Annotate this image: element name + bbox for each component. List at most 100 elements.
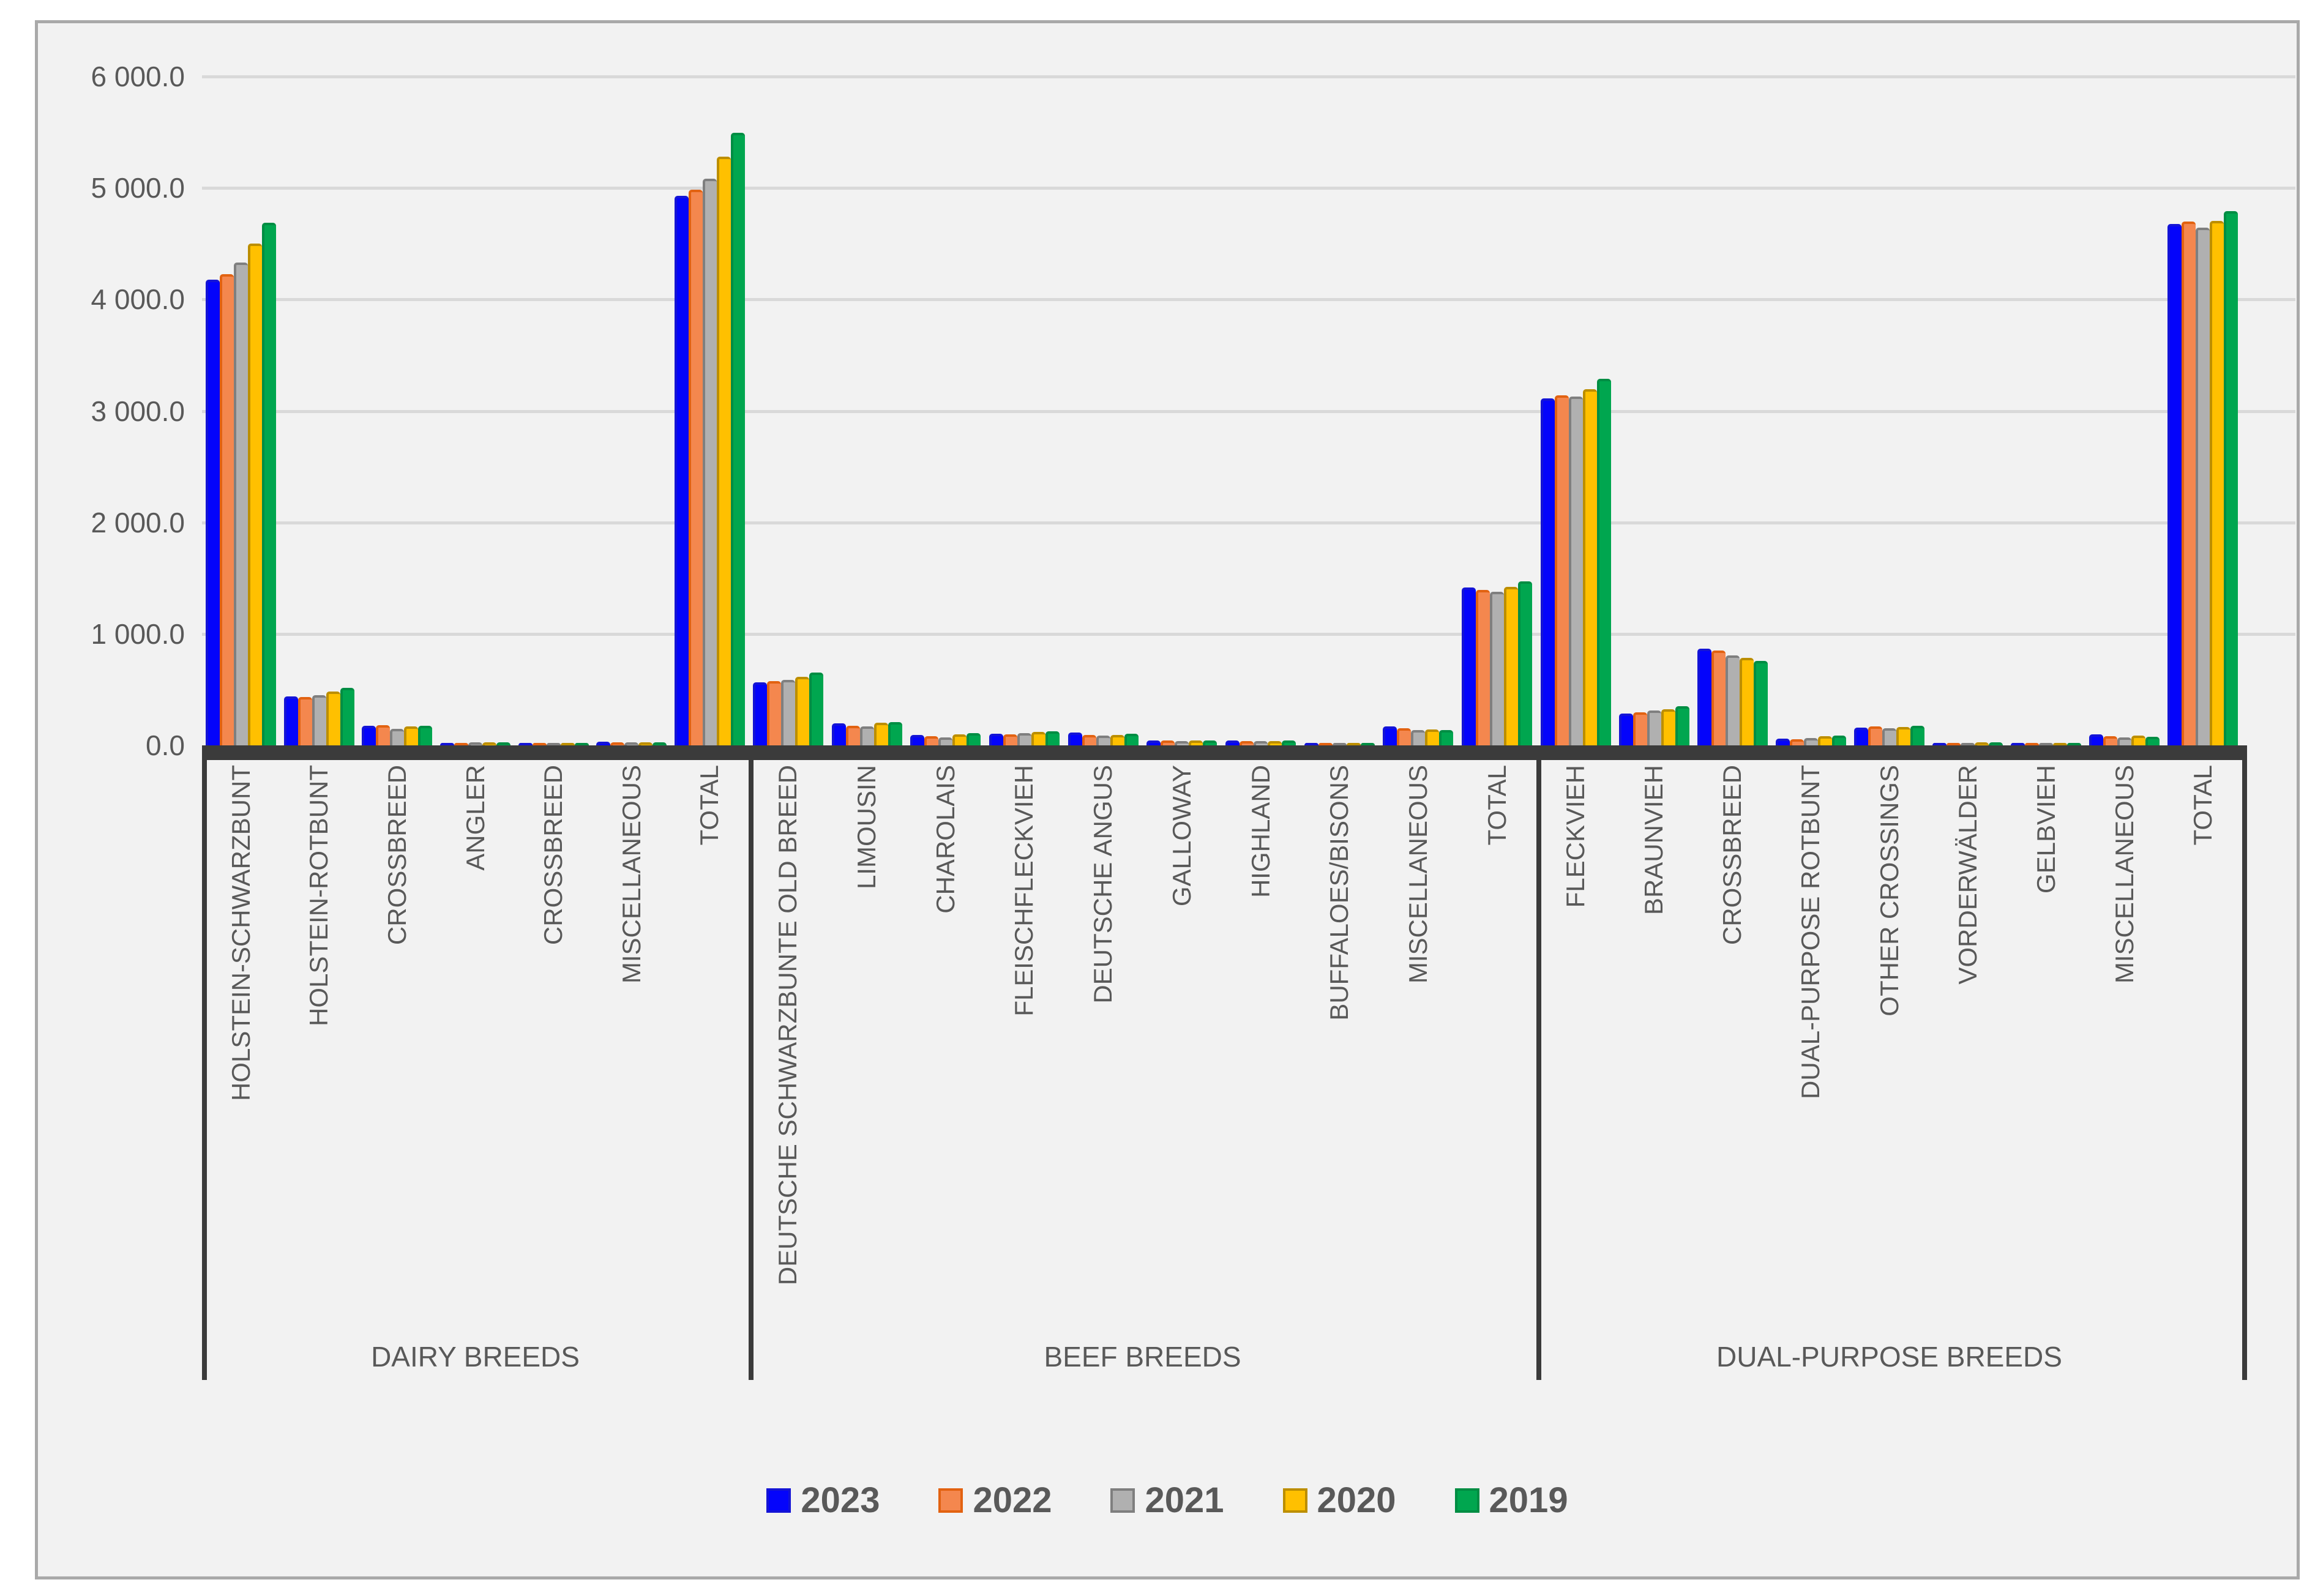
- legend-item-2023: 2023: [766, 1480, 880, 1521]
- category-label: CROSSBREED: [383, 765, 411, 945]
- bar-2022: [1082, 735, 1096, 745]
- category-label: GALLOWAY: [1167, 765, 1196, 907]
- chart-panel: 0.0 1 000.0 2 000.0 3 000.0 4 000.0 5 000.0 6 …: [35, 20, 2300, 1579]
- bar-2022: [454, 743, 469, 745]
- bar-2023: [362, 726, 376, 745]
- bar-2019: [2224, 211, 2238, 745]
- bar-2021: [2039, 743, 2054, 745]
- bar-2022: [1476, 590, 1490, 745]
- category-label: TOTAL: [695, 765, 724, 846]
- bar-2023: [518, 743, 533, 745]
- gridline-2000: [202, 521, 2295, 524]
- section-label: BEEF BREEDS: [1044, 1341, 1241, 1373]
- bar-2019: [1045, 731, 1060, 745]
- bar-2021: [1411, 730, 1426, 745]
- category-group: [1457, 23, 1536, 745]
- bar-2022: [1240, 741, 1254, 745]
- category-label: HOLSTEIN-SCHWARZBUNT: [226, 765, 255, 1102]
- category-group: [1379, 23, 1458, 745]
- bar-2021: [312, 695, 326, 745]
- bar-2022: [1397, 728, 1412, 745]
- category-label: BRAUNVIEH: [1639, 765, 1668, 915]
- bar-2021: [624, 742, 639, 745]
- bar-2021: [1017, 733, 1031, 745]
- category-label: MISCELLANEOUS: [1404, 765, 1432, 984]
- bar-2020: [248, 244, 263, 745]
- section-bars-3: [1536, 23, 2242, 745]
- bar-2022: [610, 742, 625, 745]
- bar-2019: [1910, 726, 1924, 745]
- bar-2020: [1110, 735, 1124, 745]
- category-frame-line-1: [202, 745, 207, 1380]
- y-axis-tick-label: 6 000.0: [91, 61, 185, 92]
- bar-2021: [468, 742, 483, 745]
- bar-2020: [952, 734, 967, 745]
- category-label: FLEISCHFLECKVIEH: [1009, 765, 1038, 1016]
- bar-2019: [2145, 737, 2160, 745]
- bar-2022: [2182, 222, 2196, 745]
- bar-2019: [888, 722, 902, 745]
- bar-2022: [1003, 734, 1017, 745]
- legend-swatch-icon: [1282, 1488, 1307, 1513]
- bar-2023: [2089, 734, 2104, 745]
- category-label: MISCELLANEOUS: [617, 765, 646, 984]
- bar-2019: [1282, 740, 1296, 745]
- category-label: DEUTSCHE SCHWARZBUNTE OLD BREED: [773, 765, 802, 1286]
- bar-2022: [532, 743, 547, 745]
- x-axis-line: [202, 745, 2247, 760]
- bar-2023: [1932, 743, 1947, 745]
- bar-2019: [1518, 581, 1533, 745]
- bar-2021: [1254, 741, 1268, 745]
- y-axis-tick-label: 3 000.0: [91, 395, 185, 427]
- category-group: [1536, 23, 1615, 745]
- y-axis-tick-label: 4 000.0: [91, 283, 185, 315]
- category-group: [1143, 23, 1222, 745]
- category-group: [906, 23, 985, 745]
- bar-2023: [910, 735, 925, 745]
- y-axis-tick-label: 5 000.0: [91, 172, 185, 204]
- category-label: TOTAL: [1483, 765, 1511, 846]
- legend-swatch-icon: [938, 1488, 963, 1513]
- section-bars-1: [202, 23, 749, 745]
- section-label: DUAL-PURPOSE BREEDS: [1716, 1341, 2062, 1373]
- bar-2019: [1203, 740, 1217, 745]
- bar-2019: [1753, 661, 1768, 745]
- category-group: [828, 23, 907, 745]
- category-label: TOTAL: [2188, 765, 2217, 846]
- bar-2022: [376, 725, 391, 745]
- category-label: HIGHLAND: [1246, 765, 1275, 898]
- bar-2023: [283, 696, 298, 745]
- category-label: HOLSTEIN-ROTBUNT: [304, 765, 333, 1027]
- bar-2023: [2167, 224, 2182, 745]
- category-label: CHAROLAIS: [931, 765, 960, 914]
- bar-2019: [1831, 736, 1846, 745]
- bar-2019: [262, 223, 277, 745]
- bar-2019: [1675, 706, 1689, 745]
- category-label: OTHER CROSSINGS: [1875, 765, 1904, 1016]
- bar-2023: [2011, 743, 2025, 745]
- category-group: [1615, 23, 1693, 745]
- bar-2023: [1697, 649, 1711, 745]
- category-group: [514, 23, 593, 745]
- bar-2021: [859, 726, 874, 745]
- bar-2020: [1504, 587, 1519, 745]
- bar-2023: [1540, 398, 1555, 745]
- category-group: [280, 23, 359, 745]
- bar-2019: [653, 742, 667, 745]
- category-group: [2164, 23, 2242, 745]
- bar-2022: [845, 726, 860, 745]
- bar-2019: [1439, 730, 1454, 745]
- y-axis-tick-label: 1 000.0: [91, 618, 185, 650]
- section-label: DAIRY BREEDS: [371, 1341, 580, 1373]
- bar-2020: [1346, 743, 1361, 745]
- bar-2021: [390, 729, 405, 745]
- bar-2021: [1882, 728, 1896, 745]
- legend-item-2020: 2020: [1282, 1480, 1396, 1521]
- category-group: [436, 23, 515, 745]
- category-frame-line-4: [2242, 745, 2247, 1380]
- bar-2019: [418, 726, 433, 745]
- bar-2021: [234, 263, 249, 745]
- category-group: [1064, 23, 1143, 745]
- bar-2019: [1596, 379, 1611, 745]
